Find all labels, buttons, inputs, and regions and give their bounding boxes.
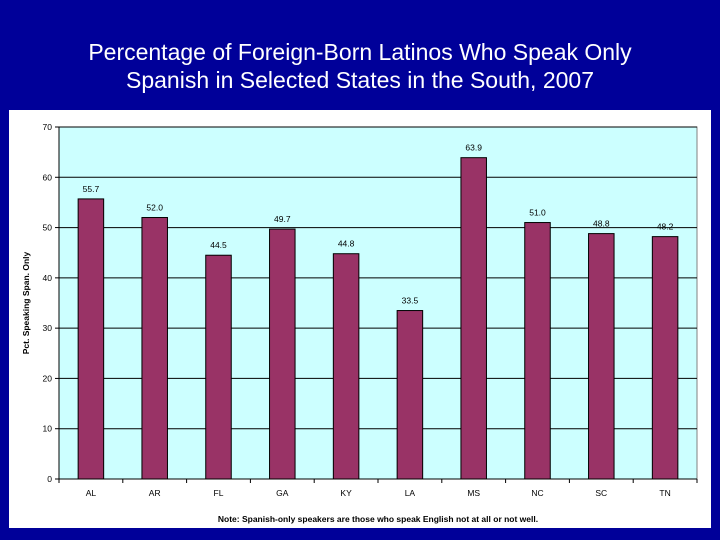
bar-data-label: 51.0 bbox=[529, 208, 546, 218]
bar-data-label: 55.7 bbox=[83, 184, 100, 194]
bar-la bbox=[396, 310, 424, 480]
bar-chart: 55.7 52.0 44.5 49.7 44.8 33.5 63.9 51.0 48.8 48.2… bbox=[21, 122, 698, 524]
y-tick-label: 30 bbox=[43, 323, 53, 333]
y-tick-labels: 0 10 20 30 40 50 60 70 bbox=[43, 122, 53, 484]
x-tick-label: MS bbox=[467, 488, 480, 498]
x-tick-label: KY bbox=[340, 488, 352, 498]
y-tick-label: 60 bbox=[43, 172, 53, 182]
bar-data-label: 48.8 bbox=[593, 219, 610, 229]
title-line-2: Spanish in Selected States in the South,… bbox=[126, 67, 594, 93]
x-tick-label: AL bbox=[86, 488, 97, 498]
x-axis-note: Note: Spanish-only speakers are those wh… bbox=[218, 514, 538, 524]
y-tick-label: 70 bbox=[43, 122, 53, 132]
x-tick-label: AR bbox=[149, 488, 161, 498]
bar-al bbox=[77, 198, 105, 480]
title-line-1: Percentage of Foreign-Born Latinos Who S… bbox=[88, 39, 632, 65]
bar-data-label: 63.9 bbox=[465, 143, 482, 153]
bar-nc bbox=[524, 222, 551, 480]
bar-data-label: 48.2 bbox=[657, 222, 674, 232]
x-tick-label: TN bbox=[659, 488, 670, 498]
bar-data-label: 49.7 bbox=[274, 214, 291, 224]
bar-ky bbox=[332, 253, 360, 480]
bar-data-label: 44.8 bbox=[338, 239, 355, 249]
x-tick-label: FL bbox=[214, 488, 224, 498]
y-tick-label: 20 bbox=[43, 373, 53, 383]
y-tick-label: 0 bbox=[47, 474, 52, 484]
bars bbox=[77, 157, 679, 480]
x-tick-label: LA bbox=[405, 488, 416, 498]
slide-title: Percentage of Foreign-Born Latinos Who S… bbox=[20, 38, 700, 94]
bar-fl bbox=[205, 254, 232, 480]
chart-panel: 55.7 52.0 44.5 49.7 44.8 33.5 63.9 51.0 48.8 48.2… bbox=[9, 110, 711, 528]
x-tick-labels: AL AR FL GA KY LA MS NC SC TN bbox=[86, 488, 671, 498]
y-tick-label: 40 bbox=[43, 273, 53, 283]
bar-tn bbox=[651, 236, 679, 480]
bar-ga bbox=[269, 228, 296, 480]
x-tick-label: NC bbox=[531, 488, 543, 498]
bar-data-label: 44.5 bbox=[210, 240, 227, 250]
bar-ar bbox=[141, 217, 168, 480]
bar-data-label: 52.0 bbox=[146, 203, 163, 213]
x-tick-label: SC bbox=[595, 488, 607, 498]
y-tick-label: 10 bbox=[43, 424, 53, 434]
bar-data-labels: 55.7 52.0 44.5 49.7 44.8 33.5 63.9 51.0 48.8 48.2 bbox=[83, 143, 674, 306]
bar-sc bbox=[588, 233, 615, 480]
y-tick-label: 50 bbox=[43, 223, 53, 233]
x-tick-label: GA bbox=[276, 488, 289, 498]
y-axis-label: Pct. Speaking Span. Only bbox=[21, 251, 31, 354]
bar-data-label: 33.5 bbox=[402, 296, 419, 306]
bar-ms bbox=[460, 157, 487, 480]
